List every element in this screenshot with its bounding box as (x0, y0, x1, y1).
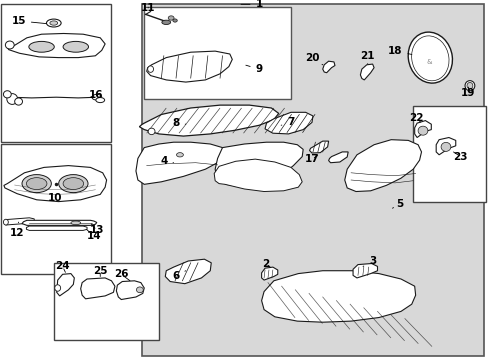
Text: 14: 14 (86, 230, 101, 241)
Text: 21: 21 (360, 51, 374, 64)
Polygon shape (360, 64, 373, 80)
Text: 9: 9 (245, 64, 262, 74)
Text: 24: 24 (55, 261, 70, 273)
Polygon shape (57, 274, 74, 296)
Text: 7: 7 (281, 117, 294, 127)
Text: 17: 17 (304, 154, 319, 164)
Polygon shape (214, 159, 302, 192)
Ellipse shape (15, 98, 22, 105)
Polygon shape (4, 166, 106, 202)
Ellipse shape (417, 126, 427, 135)
Ellipse shape (147, 66, 153, 72)
Polygon shape (352, 264, 377, 278)
Ellipse shape (3, 91, 11, 98)
Text: 15: 15 (11, 16, 46, 26)
Polygon shape (261, 267, 277, 280)
Polygon shape (136, 142, 224, 184)
Ellipse shape (162, 20, 170, 24)
Polygon shape (322, 61, 334, 73)
Text: 5: 5 (392, 199, 403, 210)
Text: 3: 3 (362, 256, 375, 266)
Polygon shape (146, 51, 232, 82)
Text: 26: 26 (114, 269, 130, 281)
Ellipse shape (440, 143, 450, 152)
Polygon shape (26, 226, 87, 230)
Text: 12: 12 (10, 222, 24, 238)
Bar (144, 7, 290, 99)
Polygon shape (139, 105, 278, 136)
Text: 2: 2 (262, 258, 270, 269)
Text: 1: 1 (241, 0, 262, 9)
Polygon shape (22, 220, 97, 225)
Text: 8: 8 (172, 118, 185, 128)
Ellipse shape (96, 98, 104, 103)
Ellipse shape (176, 153, 183, 157)
Polygon shape (165, 259, 211, 284)
Text: 22: 22 (408, 113, 423, 123)
Ellipse shape (7, 94, 18, 104)
Ellipse shape (173, 19, 177, 22)
Text: 11: 11 (141, 3, 155, 13)
Polygon shape (344, 140, 421, 192)
Polygon shape (435, 138, 455, 155)
Ellipse shape (168, 16, 174, 20)
Bar (412, 106, 485, 202)
Text: 6: 6 (172, 271, 185, 281)
Polygon shape (264, 112, 312, 134)
Ellipse shape (59, 175, 88, 193)
Bar (142, 4, 483, 356)
Ellipse shape (22, 175, 51, 193)
Bar (54, 263, 159, 340)
Text: 16: 16 (89, 90, 103, 100)
Ellipse shape (55, 285, 61, 291)
Text: 18: 18 (387, 46, 411, 56)
Ellipse shape (464, 81, 474, 91)
Ellipse shape (26, 177, 47, 189)
Polygon shape (116, 281, 144, 300)
Ellipse shape (63, 41, 88, 52)
Ellipse shape (92, 94, 102, 100)
Polygon shape (81, 278, 115, 299)
Ellipse shape (71, 221, 81, 225)
Ellipse shape (466, 82, 472, 89)
Text: 19: 19 (460, 87, 475, 98)
Text: 10: 10 (48, 193, 62, 203)
Ellipse shape (63, 177, 83, 189)
Text: &: & (426, 59, 431, 65)
Ellipse shape (29, 41, 54, 52)
Ellipse shape (5, 41, 14, 49)
Polygon shape (414, 121, 430, 138)
Text: 4: 4 (160, 156, 173, 166)
Polygon shape (215, 142, 303, 187)
Text: 13: 13 (89, 224, 104, 235)
Polygon shape (7, 33, 105, 58)
Ellipse shape (136, 287, 143, 293)
Polygon shape (5, 218, 34, 225)
Ellipse shape (407, 32, 451, 83)
Ellipse shape (3, 219, 8, 225)
Ellipse shape (46, 19, 61, 27)
Bar (1, 144, 111, 274)
Text: 23: 23 (452, 152, 467, 162)
Text: 25: 25 (93, 266, 107, 276)
Ellipse shape (148, 128, 155, 135)
Polygon shape (261, 271, 415, 322)
Ellipse shape (50, 21, 58, 25)
Text: 20: 20 (304, 53, 322, 65)
Polygon shape (309, 141, 328, 153)
Bar (1, 4, 111, 142)
Polygon shape (328, 152, 347, 163)
